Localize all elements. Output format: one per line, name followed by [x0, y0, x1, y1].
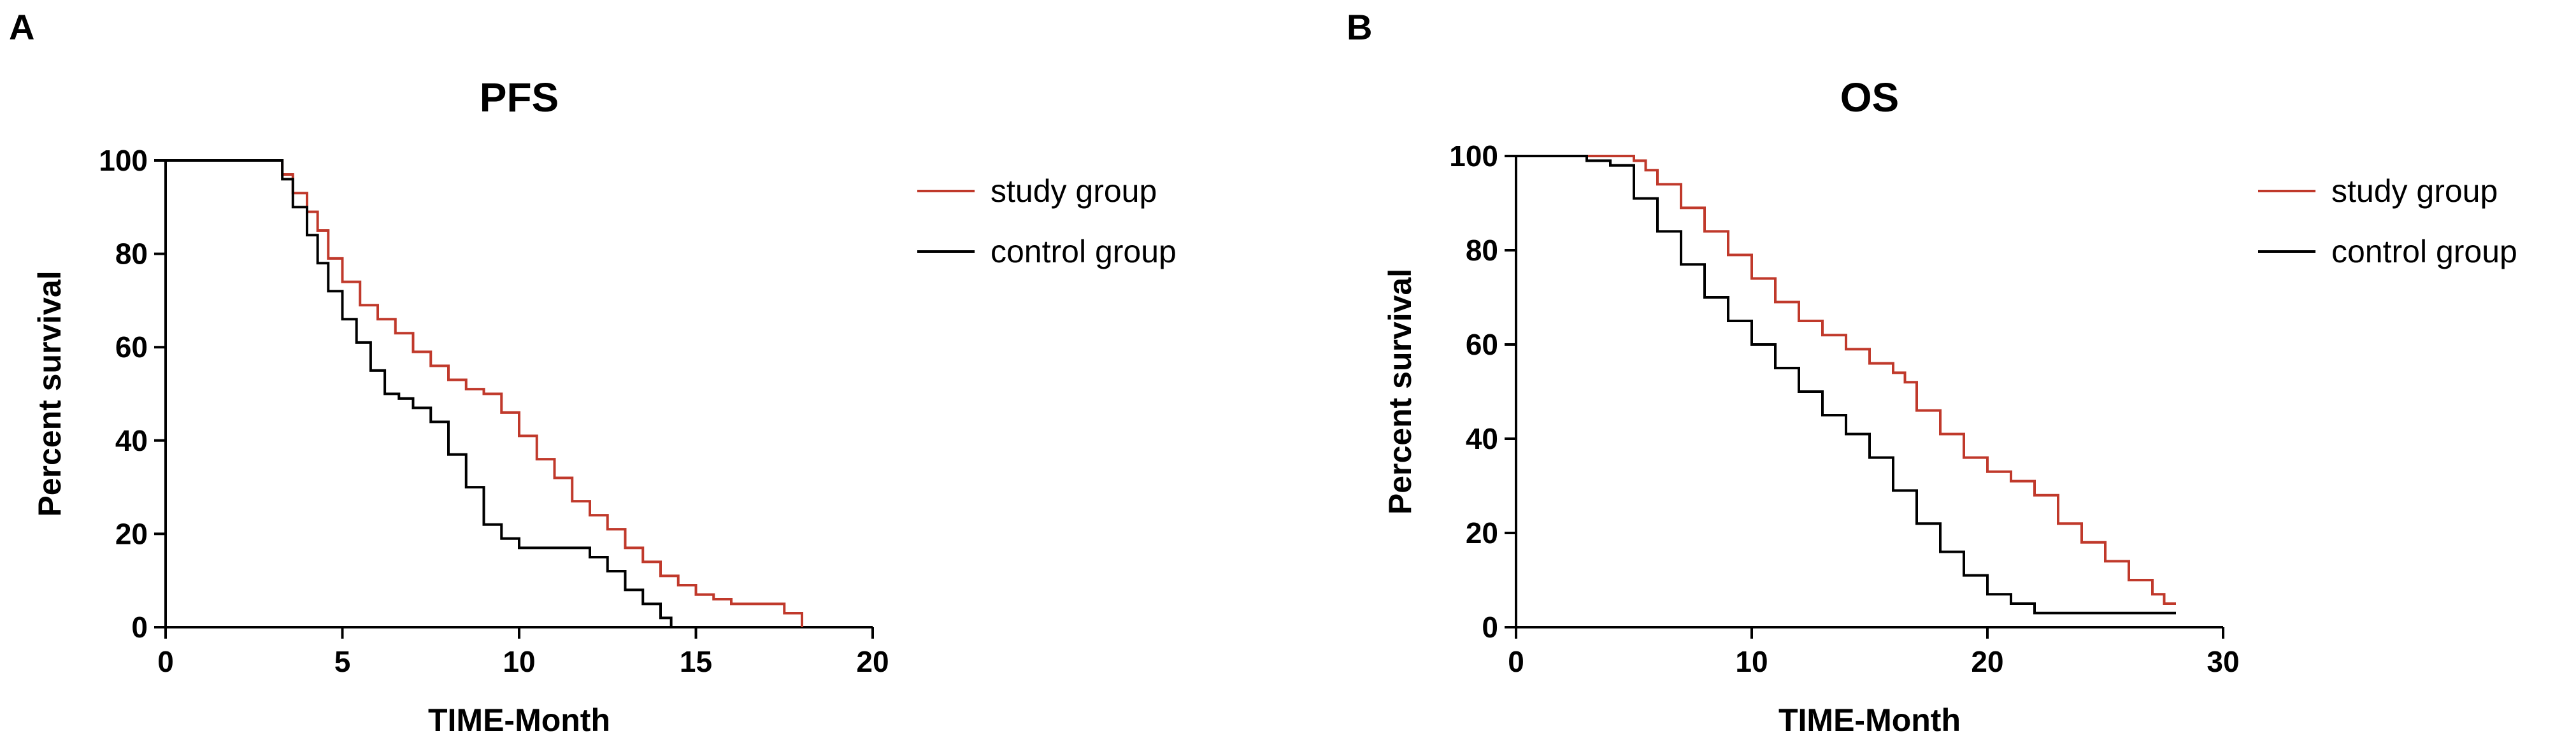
- y-tick-label: 40: [1466, 422, 1498, 455]
- x-axis-label: TIME-Month: [428, 702, 610, 738]
- y-tick-label: 20: [115, 517, 148, 550]
- y-tick-label: 100: [99, 144, 148, 177]
- survival-curve-control-group: [166, 159, 673, 627]
- y-tick-label: 60: [115, 330, 148, 364]
- panel-os: B OS 0 10 20 30 0 20 40 60 80 100 TIME-Month Percent…: [1287, 0, 2576, 742]
- survival-curve-control-group: [1516, 155, 2176, 614]
- y-tick-label: 0: [131, 611, 148, 644]
- x-tick-label: 10: [1735, 645, 1768, 678]
- panel-letter-a: A: [9, 7, 35, 47]
- panel-letter-b: B: [1347, 7, 1373, 47]
- x-tick-label: 20: [1971, 645, 2003, 678]
- survival-curve-study-group: [1516, 155, 2176, 605]
- survival-curve-study-group: [166, 159, 803, 627]
- legend-label-control-group: control group: [2331, 234, 2517, 269]
- panel-pfs: A PFS 0 5 10 15 20 0 20 40 60 80 100 TIME-Month Perce…: [0, 0, 1274, 742]
- chart-title: PFS: [480, 74, 559, 120]
- y-tick-label: 0: [1482, 611, 1498, 644]
- x-axis-label: TIME-Month: [1778, 702, 1961, 738]
- pfs-chart: PFS 0 5 10 15 20 0 20 40 60 80 100 TIME-Month Percent…: [32, 74, 1177, 738]
- x-tick-label: 0: [157, 645, 174, 678]
- x-tick-label: 15: [680, 645, 712, 678]
- legend-label-study-group: study group: [991, 173, 1157, 209]
- y-tick-label: 40: [115, 424, 148, 457]
- chart-title: OS: [1840, 74, 1899, 120]
- y-tick-label: 100: [1449, 139, 1498, 173]
- x-tick-label: 30: [2207, 645, 2239, 678]
- x-tick-label: 10: [503, 645, 535, 678]
- legend-label-study-group: study group: [2331, 173, 2498, 209]
- y-axis-label: Percent survival: [1382, 269, 1418, 514]
- os-chart: OS 0 10 20 30 0 20 40 60 80 100 TIME-Month Percent s…: [1382, 74, 2517, 738]
- y-tick-label: 20: [1466, 516, 1498, 550]
- legend-label-control-group: control group: [991, 234, 1177, 269]
- y-tick-label: 80: [115, 238, 148, 271]
- y-axis-label: Percent survival: [32, 271, 68, 516]
- x-tick-label: 5: [334, 645, 351, 678]
- x-tick-label: 20: [856, 645, 889, 678]
- y-tick-label: 60: [1466, 328, 1498, 361]
- x-tick-label: 0: [1508, 645, 1524, 678]
- y-tick-label: 80: [1466, 234, 1498, 267]
